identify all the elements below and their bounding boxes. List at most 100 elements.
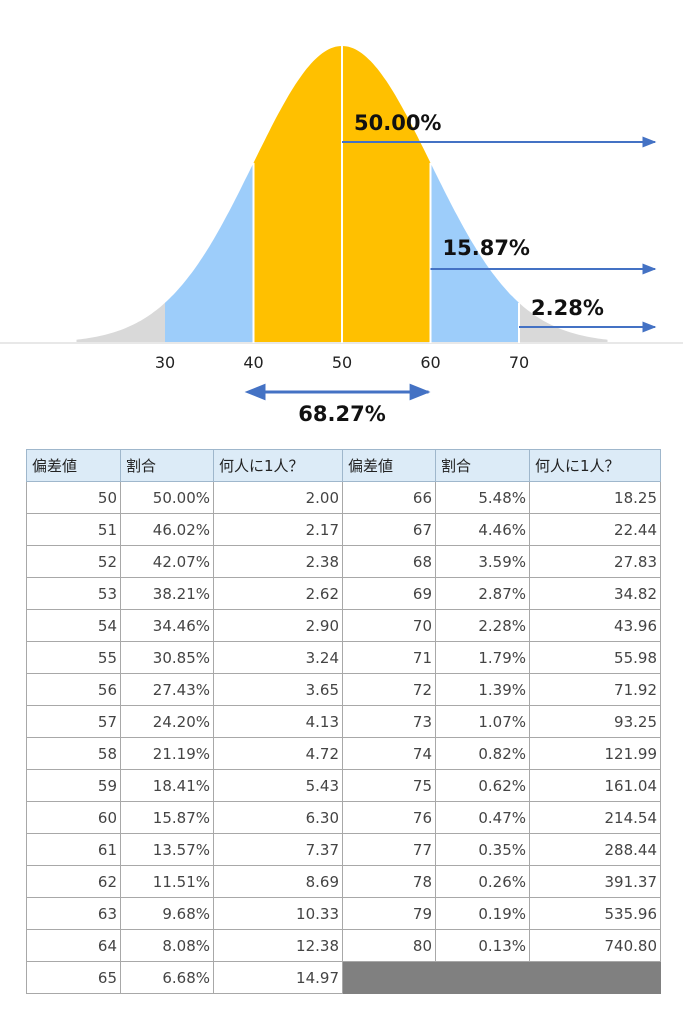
table-row: 65 6.68% 14.97 [26, 961, 661, 994]
table-row: 63 9.68% 10.33 79 0.19% 535.96 [26, 897, 661, 930]
region-20-30 [76, 302, 165, 343]
table-cell: 38.21% [120, 577, 214, 610]
table-cell: 0.19% [435, 897, 530, 930]
table-cell: 63 [26, 897, 121, 930]
table-cell: 11.51% [120, 865, 214, 898]
table-cell: 30.85% [120, 641, 214, 674]
header-ratio: 割合 [120, 449, 214, 482]
table-cell: 121.99 [529, 737, 661, 770]
table-cell: 61 [26, 833, 121, 866]
tail-annotations: 50.00% 15.87% 2.28% [342, 111, 657, 333]
deviation-table-container: 偏差値 割合 何人に1人？ 偏差値 割合 何人に1人？ 50 50.00% 2.00… [26, 449, 661, 994]
tail-label-60: 15.87% [443, 236, 530, 260]
table-cell: 27.83 [529, 545, 661, 578]
normal-distribution-chart: 50.00% 15.87% 2.28% 30 40 50 60 70 68.27% [0, 46, 683, 426]
table-cell: 3.24 [213, 641, 343, 674]
table-cell: 60 [26, 801, 121, 834]
table-cell: 46.02% [120, 513, 214, 546]
table-cell: 7.37 [213, 833, 343, 866]
table-cell: 9.68% [120, 897, 214, 930]
table-cell: 4.46% [435, 513, 530, 546]
table-row: 51 46.02% 2.17 67 4.46% 22.44 [26, 513, 661, 546]
table-cell: 3.65 [213, 673, 343, 706]
table-cell: 50 [26, 481, 121, 514]
table-cell: 1.39% [435, 673, 530, 706]
empty-gray-cell [342, 961, 661, 994]
table-cell: 5.43 [213, 769, 343, 802]
tail-label-70: 2.28% [531, 296, 604, 320]
table-cell: 3.59% [435, 545, 530, 578]
table-cell: 8.08% [120, 929, 214, 962]
table-row: 59 18.41% 5.43 75 0.62% 161.04 [26, 769, 661, 802]
table-cell: 21.19% [120, 737, 214, 770]
table-cell: 0.26% [435, 865, 530, 898]
table-cell: 13.57% [120, 833, 214, 866]
table-cell: 2.62 [213, 577, 343, 610]
table-cell: 79 [342, 897, 436, 930]
table-row: 57 24.20% 4.13 73 1.07% 93.25 [26, 705, 661, 738]
table-cell: 34.82 [529, 577, 661, 610]
table-cell: 2.28% [435, 609, 530, 642]
table-cell: 8.69 [213, 865, 343, 898]
region-70-80 [519, 302, 608, 343]
table-cell: 10.33 [213, 897, 343, 930]
table-row: 55 30.85% 3.24 71 1.79% 55.98 [26, 641, 661, 674]
table-cell: 52 [26, 545, 121, 578]
header-hensachi-2: 偏差値 [342, 449, 436, 482]
table-cell: 0.35% [435, 833, 530, 866]
table-cell: 27.43% [120, 673, 214, 706]
table-cell: 53 [26, 577, 121, 610]
table-row: 50 50.00% 2.00 66 5.48% 18.25 [26, 481, 661, 514]
table-cell: 6.68% [120, 961, 214, 994]
table-row: 56 27.43% 3.65 72 1.39% 71.92 [26, 673, 661, 706]
table-cell: 22.44 [529, 513, 661, 546]
table-cell: 55 [26, 641, 121, 674]
table-cell: 2.17 [213, 513, 343, 546]
table-row: 61 13.57% 7.37 77 0.35% 288.44 [26, 833, 661, 866]
table-row: 60 15.87% 6.30 76 0.47% 214.54 [26, 801, 661, 834]
table-cell: 78 [342, 865, 436, 898]
table-cell: 56 [26, 673, 121, 706]
table-cell: 54 [26, 609, 121, 642]
table-cell: 76 [342, 801, 436, 834]
table-cell: 42.07% [120, 545, 214, 578]
table-cell: 64 [26, 929, 121, 962]
table-cell: 71.92 [529, 673, 661, 706]
table-row: 53 38.21% 2.62 69 2.87% 34.82 [26, 577, 661, 610]
table-header-row: 偏差値 割合 何人に1人？ 偏差値 割合 何人に1人？ [26, 449, 661, 482]
center-range-label: 68.27% [298, 402, 385, 426]
table-cell: 1.79% [435, 641, 530, 674]
table-cell: 2.90 [213, 609, 343, 642]
table-cell: 50.00% [120, 481, 214, 514]
table-cell: 72 [342, 673, 436, 706]
table-cell: 2.87% [435, 577, 530, 610]
table-cell: 18.41% [120, 769, 214, 802]
table-row: 58 21.19% 4.72 74 0.82% 121.99 [26, 737, 661, 770]
table-cell: 15.87% [120, 801, 214, 834]
table-cell: 5.48% [435, 481, 530, 514]
header-ratio-2: 割合 [435, 449, 530, 482]
table-cell: 391.37 [529, 865, 661, 898]
table-cell: 2.00 [213, 481, 343, 514]
table-cell: 73 [342, 705, 436, 738]
x-tick-70: 70 [509, 353, 529, 372]
deviation-table: 偏差値 割合 何人に1人？ 偏差値 割合 何人に1人？ 50 50.00% 2.00… [26, 449, 661, 994]
table-row: 52 42.07% 2.38 68 3.59% 27.83 [26, 545, 661, 578]
region-60-70 [430, 162, 519, 343]
table-cell: 740.80 [529, 929, 661, 962]
table-cell: 6.30 [213, 801, 343, 834]
table-cell: 51 [26, 513, 121, 546]
x-tick-30: 30 [155, 353, 175, 372]
table-cell: 93.25 [529, 705, 661, 738]
table-cell: 535.96 [529, 897, 661, 930]
table-cell: 1.07% [435, 705, 530, 738]
table-cell: 4.72 [213, 737, 343, 770]
table-cell: 58 [26, 737, 121, 770]
table-cell: 214.54 [529, 801, 661, 834]
table-cell: 14.97 [213, 961, 343, 994]
table-cell: 57 [26, 705, 121, 738]
table-cell: 0.82% [435, 737, 530, 770]
header-one-in-n: 何人に1人？ [213, 449, 343, 482]
table-cell: 75 [342, 769, 436, 802]
table-cell: 55.98 [529, 641, 661, 674]
